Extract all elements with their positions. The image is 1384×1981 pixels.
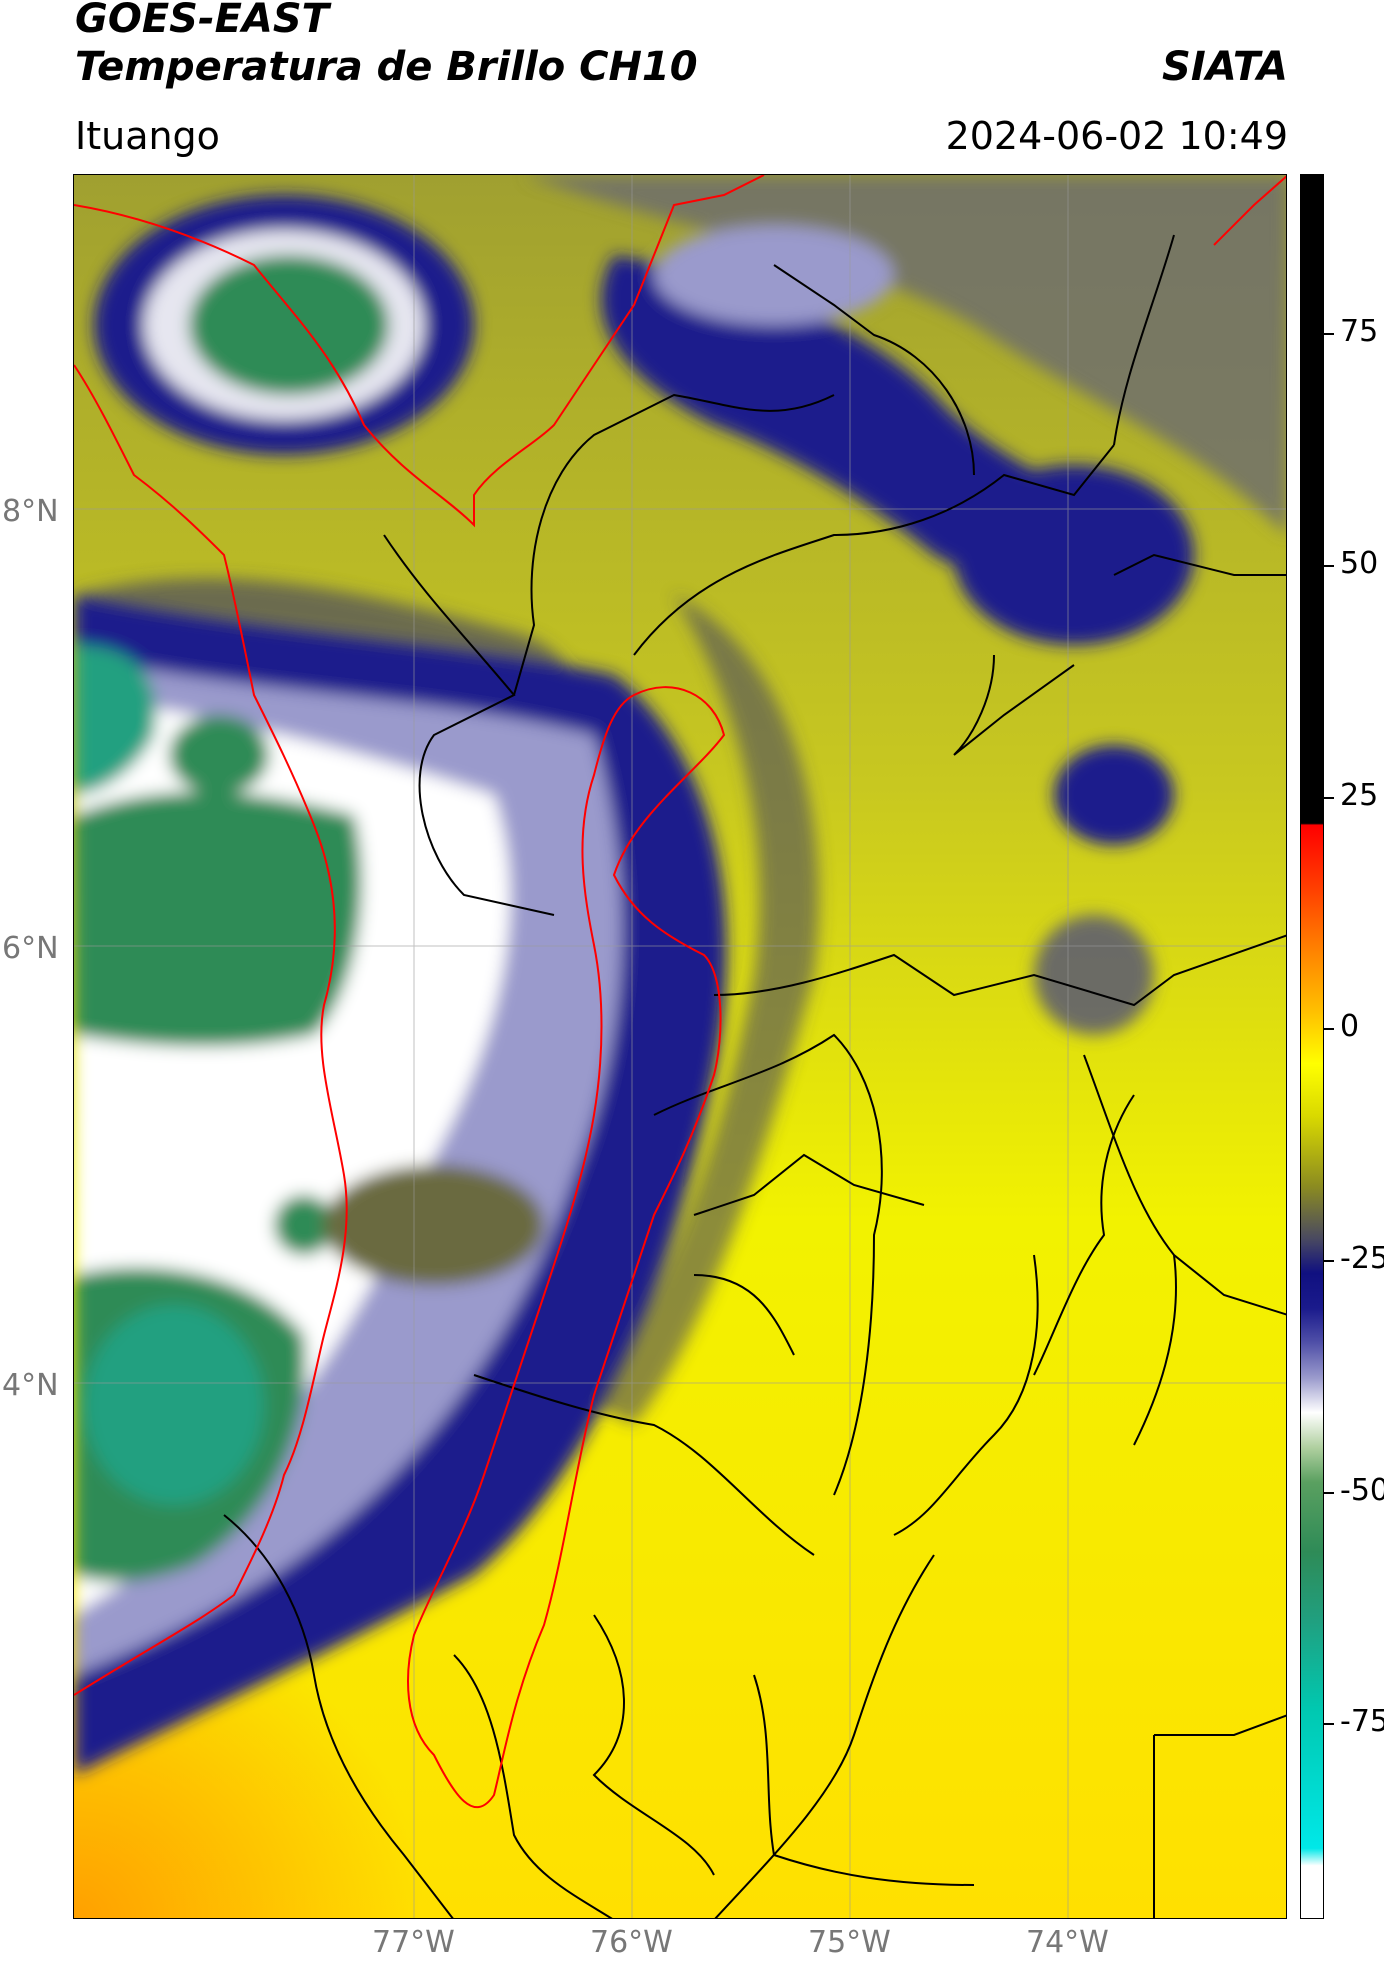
cb-tick — [1324, 1260, 1334, 1262]
highlight-borders — [74, 175, 1286, 1809]
lat-label-6n: 6°N — [2, 931, 59, 966]
cb-tick — [1324, 1492, 1334, 1494]
colorbar-label-50: 50 — [1340, 546, 1379, 581]
lon-label-75w: 75°W — [808, 1925, 891, 1960]
lon-label-76w: 76°W — [590, 1925, 673, 1960]
cb-tick — [1324, 565, 1334, 567]
map-canvas — [74, 175, 1286, 1918]
datetime-label: 2024-06-02 10:49 — [945, 114, 1288, 158]
lon-label-74w: 74°W — [1026, 1925, 1109, 1960]
product-title: Temperatura de Brillo CH10 — [75, 44, 698, 90]
colorbar-label-neg75: -75 — [1340, 1704, 1384, 1739]
lat-label-8n: 8°N — [2, 494, 59, 529]
satellite-title: GOES-EAST — [75, 0, 329, 42]
lon-label-77w: 77°W — [372, 1925, 455, 1960]
lat-label-4n: 4°N — [2, 1368, 59, 1403]
satellite-map — [73, 174, 1287, 1919]
cb-tick — [1324, 333, 1334, 335]
cb-tick — [1324, 1028, 1334, 1030]
colorbar-label-25: 25 — [1340, 778, 1379, 813]
graticule — [74, 175, 1286, 1918]
location-label: Ituango — [75, 114, 220, 158]
colorbar-label-neg50: -50 — [1340, 1473, 1384, 1508]
admin-borders — [223, 234, 1286, 1918]
colorbar-label-0: 0 — [1340, 1009, 1360, 1044]
temperature-colorbar — [1300, 174, 1324, 1919]
cb-tick — [1324, 1723, 1334, 1725]
cloud-field — [74, 175, 1286, 1775]
agency-label: SIATA — [1162, 44, 1288, 90]
colorbar-label-75: 75 — [1340, 314, 1379, 349]
colorbar-label-neg25: -25 — [1340, 1241, 1384, 1276]
cb-tick — [1324, 797, 1334, 799]
